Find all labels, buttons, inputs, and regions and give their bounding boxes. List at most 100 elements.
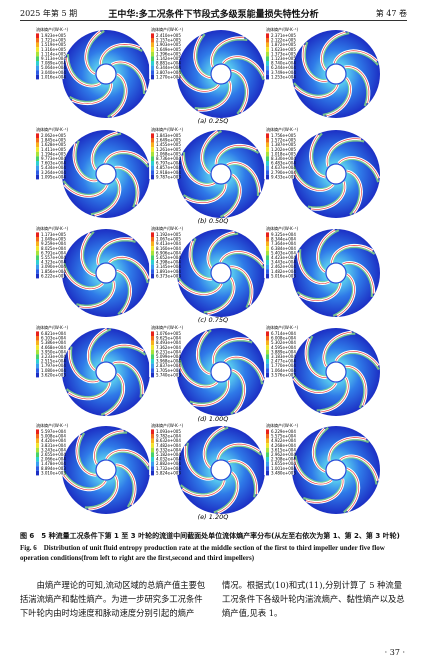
- legend-swatch: [36, 161, 39, 166]
- legend-value: 6.483e+004: [271, 161, 296, 166]
- legend-swatch: [266, 74, 269, 80]
- legend-swatch: [151, 147, 154, 152]
- legend-swatch: [36, 51, 39, 57]
- legend-value: 2.308e+004: [271, 457, 296, 462]
- legend-value: 3.010e+003: [41, 470, 66, 475]
- legend-swatch: [151, 47, 154, 52]
- legend-value: 1.628e+005: [41, 142, 66, 147]
- blade-edge: [194, 35, 211, 78]
- impeller: [177, 229, 265, 317]
- blade-edge: [182, 480, 225, 497]
- blade-edge: [101, 344, 144, 362]
- legend-value: 5.016e+003: [271, 273, 296, 278]
- legend-swatch: [151, 65, 154, 71]
- legend-value: 6.222e+003: [41, 273, 66, 278]
- blade-edge: [62, 474, 106, 491]
- legend-value: 6.103e+004: [41, 336, 66, 341]
- hub: [210, 459, 232, 481]
- body-left: 由熵产理论的可知,流动区域的总熵产值主要包括湍流熵产和黏性熵产。为进一步研究多工…: [20, 580, 206, 618]
- legend-swatch: [151, 359, 154, 364]
- legend-value: 3.749e+004: [271, 70, 296, 75]
- legend-value: 6.797e+004: [156, 161, 181, 166]
- legend-swatch: [151, 170, 154, 175]
- legend-value: 2.066e+004: [41, 457, 66, 462]
- legend-swatch: [266, 133, 269, 138]
- legend-swatch: [36, 232, 39, 237]
- legend-value: 6.373e+003: [156, 273, 181, 278]
- legend-swatch: [36, 363, 39, 369]
- hub: [210, 262, 232, 284]
- legend-value: 1.770e+004: [271, 363, 296, 368]
- legend-swatch: [266, 156, 269, 161]
- blade-edge: [305, 478, 344, 503]
- legend-swatch: [36, 345, 39, 350]
- impeller: [292, 328, 380, 416]
- legend-swatch: [151, 470, 154, 476]
- legend-swatch: [266, 434, 269, 439]
- legend-swatch: [266, 470, 269, 476]
- legend-swatch: [151, 447, 154, 453]
- legend-swatch: [36, 151, 39, 157]
- legend-title: 流体熵产/(W·K⁻¹): [36, 324, 68, 330]
- legend-value: 9.773e+004: [41, 156, 66, 161]
- blade-edge: [294, 459, 333, 485]
- legend-swatch: [266, 241, 269, 247]
- legend-value: 5.434e+004: [41, 165, 66, 170]
- legend-value: 1.173e+005: [41, 232, 66, 237]
- issue: 2025 年第 5 期: [20, 9, 78, 18]
- blade-edge: [68, 349, 100, 383]
- blade-edge: [346, 170, 362, 214]
- legend-title: 流体熵产/(W·K⁻¹): [266, 422, 298, 428]
- legend-title: 流体熵产/(W·K⁻¹): [266, 126, 298, 132]
- legend-value: 2.837e+004: [156, 363, 181, 368]
- blade-edge: [116, 270, 131, 314]
- legend-value: 1.192e+005: [156, 232, 181, 237]
- legend-title: 流体熵产/(W·K⁻¹): [151, 126, 183, 132]
- legend-swatch: [36, 61, 39, 66]
- legend-swatch: [151, 457, 154, 462]
- legend-swatch: [36, 260, 39, 265]
- legend-swatch: [266, 165, 269, 171]
- legend-swatch: [36, 264, 39, 270]
- legend-value: 2.462e+004: [271, 264, 296, 269]
- legend-swatch: [36, 42, 39, 48]
- legend-value: 2.410e+005: [156, 33, 181, 38]
- blade-edge: [230, 266, 253, 306]
- legend-swatch: [266, 457, 269, 462]
- legend-value: 7.482e+004: [156, 443, 181, 448]
- legend-swatch: [266, 65, 269, 71]
- legend-swatch: [36, 250, 39, 256]
- legend-value: 9.433e+003: [271, 174, 296, 179]
- legend-value: 3.145e+004: [156, 264, 181, 269]
- legend-value: 1.519e+005: [41, 42, 66, 47]
- legend-value: 1.845e+005: [41, 138, 66, 143]
- legend-value: 2.371e+005: [271, 33, 296, 38]
- legend-swatch: [266, 56, 269, 61]
- blade-edge: [320, 377, 349, 413]
- legend-swatch: [36, 461, 39, 467]
- blade-edge: [68, 382, 111, 400]
- legend-value: 6.332e+004: [156, 447, 181, 452]
- blade-edge: [111, 61, 146, 91]
- legend-value: 8.632e+004: [156, 438, 181, 443]
- legend-swatch: [36, 70, 39, 75]
- legend-swatch: [266, 61, 269, 66]
- legend-swatch: [266, 260, 269, 265]
- legend-swatch: [36, 237, 39, 242]
- legend-value: 1.856e+004: [41, 269, 66, 274]
- legend-swatch: [266, 147, 269, 152]
- legend-swatch: [266, 174, 269, 180]
- legend-swatch: [266, 47, 269, 52]
- legend-value: 6.244e+004: [271, 65, 296, 70]
- blade-edge: [292, 169, 334, 191]
- legend-value: 2.882e+004: [156, 461, 181, 466]
- legend-value: 8.881e+004: [156, 61, 181, 66]
- legend-swatch: [36, 438, 39, 444]
- blade-edge: [104, 373, 124, 416]
- legend-value: 1.253e+004: [271, 74, 296, 79]
- blade-edge: [79, 280, 115, 308]
- legend-value: 7.362e+004: [156, 345, 181, 350]
- hub: [95, 361, 117, 383]
- subfigure-caption: (d) 1.00Q: [198, 415, 229, 423]
- legend-swatch: [151, 372, 154, 378]
